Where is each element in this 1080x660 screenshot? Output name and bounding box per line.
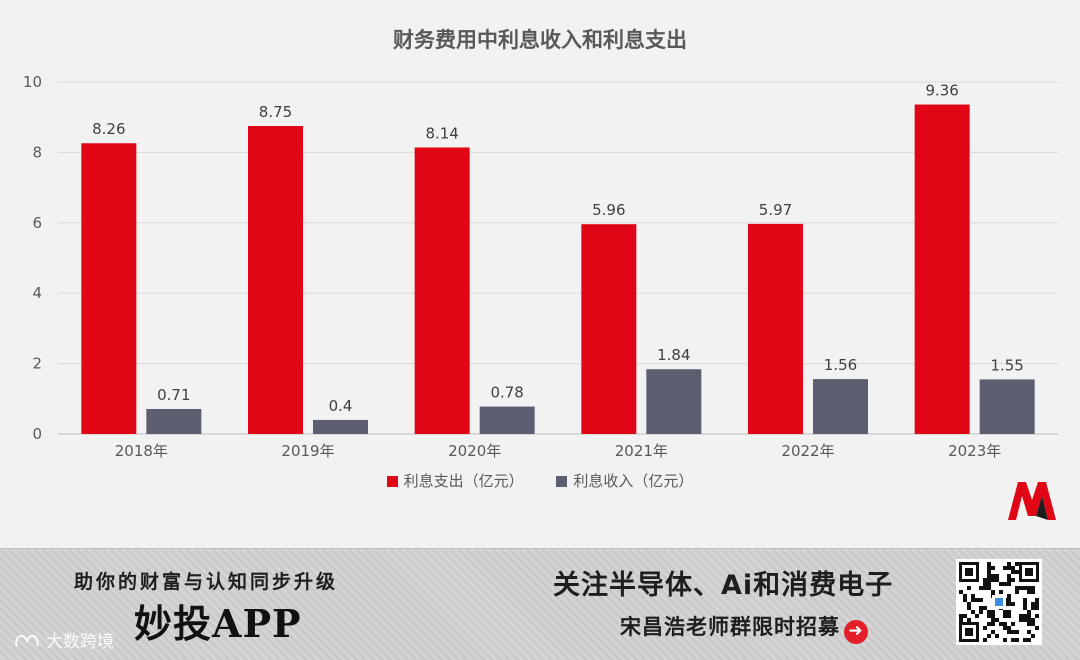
y-tick-label: 2 xyxy=(32,355,42,373)
bar-expense xyxy=(248,126,303,434)
data-label: 0.71 xyxy=(157,386,190,404)
legend-label-expense: 利息支出（亿元） xyxy=(403,472,524,490)
chart-panel: 财务费用中利息收入和利息支出 0 2 4 6 8 10 8.26 0.71 2018年 8.75 0… xyxy=(0,28,1080,520)
x-tick-label: 2023年 xyxy=(948,442,1001,460)
legend-item-expense: 利息支出（亿元） xyxy=(386,470,524,491)
x-tick-label: 2019年 xyxy=(281,442,334,460)
bar-income xyxy=(313,419,368,434)
m-logo-icon xyxy=(1008,482,1056,520)
data-label: 8.26 xyxy=(92,120,125,138)
bar-expense xyxy=(81,143,137,435)
data-label: 5.97 xyxy=(759,201,792,219)
bar-expense xyxy=(581,224,637,434)
bar-income xyxy=(813,379,868,434)
y-tick-label: 4 xyxy=(32,284,42,302)
bar-income xyxy=(979,379,1035,434)
x-tick-label: 2020年 xyxy=(448,442,501,460)
x-tick-label: 2021年 xyxy=(615,442,668,460)
bar-expense xyxy=(914,104,970,434)
data-label: 0.4 xyxy=(329,397,353,415)
banner-app-name: 妙投APP xyxy=(134,601,302,646)
bar-expense xyxy=(748,223,803,434)
banner-slogan: 助你的财富与认知同步升级 xyxy=(74,571,339,593)
bar-expense xyxy=(414,147,470,435)
bar-income xyxy=(646,369,702,434)
data-label: 8.14 xyxy=(425,124,458,142)
bar-chart: 0 2 4 6 8 10 8.26 0.71 2018年 8.75 0.4 2019年 8.14 0.78… xyxy=(23,73,1058,460)
data-label: 1.55 xyxy=(990,356,1023,374)
watermark: 大数跨境 xyxy=(14,627,114,652)
x-tick-label: 2022年 xyxy=(781,442,834,460)
y-tick-label: 0 xyxy=(32,425,42,443)
legend-item-income: 利息收入（亿元） xyxy=(556,470,693,491)
banner-headline: 关注半导体、Ai和消费电子 xyxy=(553,570,894,601)
bar-income xyxy=(146,409,202,434)
y-tick-label: 10 xyxy=(23,73,42,91)
data-label: 0.78 xyxy=(490,384,523,402)
data-label: 8.75 xyxy=(259,103,292,121)
banner-recruit-text: 宋昌浩老师群限时招募 xyxy=(620,615,840,639)
data-label: 1.56 xyxy=(824,356,857,374)
y-tick-label: 8 xyxy=(32,143,42,161)
watermark-text: 大数跨境 xyxy=(46,632,114,652)
data-label: 5.96 xyxy=(592,201,625,219)
chart-legend: 利息支出（亿元） 利息收入（亿元） xyxy=(0,470,1080,491)
data-label: 9.36 xyxy=(925,82,958,100)
arrow-right-circle-icon[interactable]: ➜ xyxy=(844,620,868,644)
legend-label-income: 利息收入（亿元） xyxy=(573,472,694,490)
bar-income xyxy=(479,406,535,434)
x-tick-label: 2018年 xyxy=(115,442,168,460)
y-tick-label: 6 xyxy=(32,214,42,232)
promo-banner: 助你的财富与认知同步升级 妙投APP 大数跨境 关注半导体、Ai和消费电子 宋昌… xyxy=(0,548,1080,660)
chart-title: 财务费用中利息收入和利息支出 xyxy=(393,28,687,52)
qr-code-icon[interactable] xyxy=(956,559,1042,645)
legend-swatch-expense xyxy=(386,476,398,487)
data-label: 1.84 xyxy=(657,346,690,364)
legend-swatch-income xyxy=(556,476,568,487)
banner-recruit[interactable]: 宋昌浩老师群限时招募 ➜ xyxy=(620,611,868,644)
watermark-logo-icon xyxy=(15,634,39,647)
